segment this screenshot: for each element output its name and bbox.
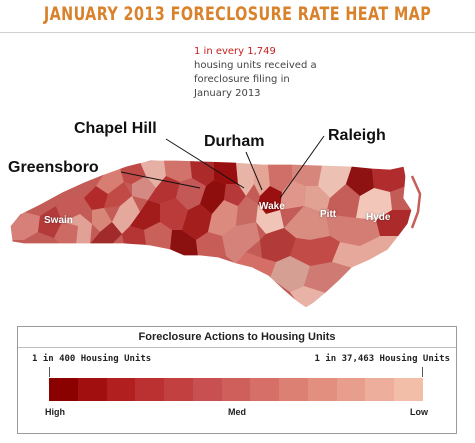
legend-swatch-10 <box>307 378 337 401</box>
county-label-wake: Wake <box>259 201 285 212</box>
county-label-pitt: Pitt <box>320 209 337 220</box>
legend-swatch-4 <box>135 378 165 401</box>
statewide-stat: 1 in every 1,749 housing units received … <box>194 45 317 101</box>
legend-high-end-label: 1 in 400 Housing Units <box>32 354 152 364</box>
legend-swatch-11 <box>336 378 366 401</box>
leader-line-chapel-hill <box>165 138 245 189</box>
legend-swatch-13 <box>394 378 423 401</box>
legend-high-tick <box>49 367 50 377</box>
leader-line-durham <box>245 151 263 191</box>
city-label-raleigh: Raleigh <box>328 127 386 144</box>
nc-outline <box>9 159 413 309</box>
legend-low-end-label: 1 in 37,463 Housing Units <box>314 354 450 364</box>
legend-swatch-12 <box>365 378 395 401</box>
map-title: JANUARY 2013 FORECLOSURE RATE HEAT MAP <box>43 3 432 25</box>
stat-line-1: housing units received a <box>194 60 317 71</box>
city-label-chapel-hill: Chapel Hill <box>74 120 157 137</box>
legend-swatch-6 <box>192 378 222 401</box>
legend-swatch-5 <box>164 378 193 401</box>
legend-high-label: High <box>45 407 65 417</box>
legend-title: Foreclosure Actions to Housing Units <box>18 327 456 348</box>
city-label-durham: Durham <box>204 133 265 150</box>
legend-swatch-7 <box>221 378 251 401</box>
legend-swatch-8 <box>250 378 280 401</box>
outer-banks <box>410 175 422 229</box>
legend-swatch-3 <box>106 378 136 401</box>
title-divider <box>0 32 475 33</box>
county-label-swain: Swain <box>44 215 73 226</box>
legend-color-scale <box>49 378 423 401</box>
legend-panel: Foreclosure Actions to Housing Units 1 i… <box>17 326 457 434</box>
leader-line-greensboro <box>120 171 201 189</box>
leader-line-raleigh <box>279 135 325 199</box>
legend-low-tick <box>422 367 423 377</box>
legend-swatch-1 <box>49 378 78 401</box>
legend-swatch-9 <box>279 378 308 401</box>
legend-swatch-2 <box>77 378 107 401</box>
city-label-greensboro: Greensboro <box>8 159 99 176</box>
stat-line-3: January 2013 <box>194 88 261 99</box>
legend-med-label: Med <box>228 407 246 417</box>
stat-highlight: 1 in every 1,749 <box>194 46 276 57</box>
legend-low-label: Low <box>410 407 428 417</box>
stat-line-2: foreclosure filing in <box>194 74 290 85</box>
county-label-hyde: Hyde <box>366 212 391 223</box>
